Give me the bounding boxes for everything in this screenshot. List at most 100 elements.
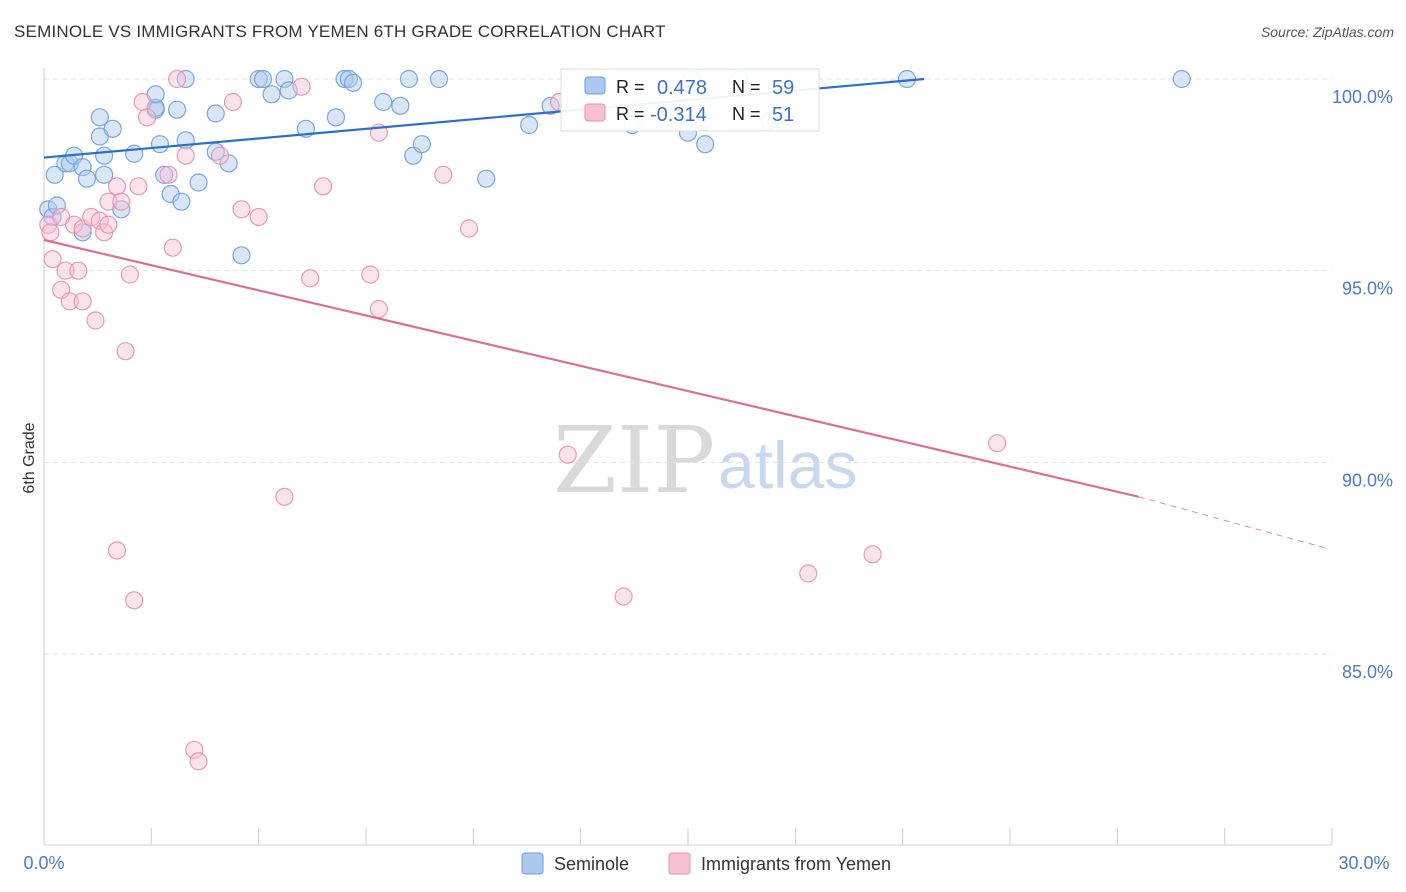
watermark-zip: ZIP (553, 407, 715, 514)
yemen-point (292, 77, 311, 96)
seminole-point (391, 96, 410, 115)
seminole-point (90, 108, 109, 127)
seminole-legend-swatch (521, 852, 544, 875)
yemen-point (86, 311, 105, 330)
seminole-point (696, 135, 715, 154)
seminole-point (1172, 69, 1191, 89)
yemen-point (107, 177, 127, 196)
seminole-n-value: 59 (772, 77, 794, 99)
yemen-point (167, 69, 187, 89)
seminole-point (477, 169, 496, 188)
seminole-point (77, 169, 97, 188)
yemen-point (434, 165, 453, 184)
seminole-point (150, 135, 170, 154)
stats-legend: R = 0.478 N = 59 R = -0.314 N = 51 (560, 68, 820, 132)
watermark-atlas: atlas (718, 428, 857, 502)
x-tick-label-min: 0.0% (23, 853, 64, 873)
yemen-point (313, 177, 333, 196)
seminole-point (95, 165, 114, 184)
seminole-legend-label: Seminole (554, 854, 629, 874)
seminole-point (541, 96, 560, 115)
seminole-point (125, 144, 144, 163)
seminole-point (429, 69, 449, 89)
yemen-point (558, 445, 577, 464)
source-label: Source: ZipAtlas.com (1260, 24, 1394, 40)
seminole-point (189, 173, 208, 192)
yemen-trend-line (43, 238, 1140, 498)
yemen-point (275, 487, 294, 506)
y-tick-label: 85.0% (1342, 662, 1393, 682)
yemen-point (64, 215, 84, 234)
seminole-point (520, 115, 539, 135)
seminole-point (206, 104, 225, 123)
seminole-point (326, 108, 346, 127)
seminole-point (45, 165, 64, 184)
yemen-point (361, 265, 380, 284)
yemen-point (459, 219, 479, 238)
yemen-point (99, 192, 118, 211)
seminole-point (172, 192, 191, 211)
yemen-point (60, 292, 79, 311)
yemen-point (176, 146, 195, 165)
yemen-point (988, 434, 1007, 453)
yemen-point (112, 192, 131, 211)
yemen-point (799, 564, 818, 583)
yemen-points (39, 69, 1007, 771)
yemen-r-label: R = (616, 104, 645, 124)
chart-title: SEMINOLE VS IMMIGRANTS FROM YEMEN 6TH GR… (14, 22, 666, 41)
yemen-point (133, 92, 152, 112)
yemen-n-value: 51 (772, 104, 794, 126)
yemen-point (56, 261, 75, 280)
seminole-point (275, 69, 294, 89)
seminole-r-value: 0.478 (657, 77, 707, 99)
yemen-stat-swatch (584, 103, 606, 122)
series-legend: Seminole Immigrants from Yemen (521, 852, 891, 875)
seminole-point (412, 135, 431, 154)
yemen-r-value: -0.314 (650, 104, 707, 126)
yemen-legend-swatch (668, 852, 691, 875)
seminole-point (344, 73, 363, 92)
seminole-point (249, 69, 268, 89)
yemen-n-label: N = (732, 104, 761, 124)
yemen-point (189, 752, 208, 771)
yemen-point (137, 108, 157, 127)
seminole-point (95, 146, 114, 165)
yemen-point (90, 211, 109, 230)
yemen-point (159, 165, 178, 184)
x-tick-label-max: 30.0% (1338, 853, 1389, 873)
seminole-point (262, 85, 281, 104)
y-tick-label: 100.0% (1332, 87, 1393, 107)
seminole-point (47, 196, 66, 215)
seminole-point (253, 69, 273, 89)
seminole-point (335, 69, 354, 89)
x-axis-ticks (43, 828, 1333, 845)
yemen-point (125, 591, 144, 610)
yemen-point (614, 587, 633, 606)
seminole-point (103, 119, 122, 138)
y-axis-tick-labels: 100.0% 95.0% 90.0% 85.0% (1332, 87, 1393, 682)
yemen-point (210, 146, 230, 165)
yemen-point (129, 177, 148, 196)
yemen-point (99, 215, 118, 234)
yemen-point (69, 261, 88, 280)
y-tick-label: 95.0% (1342, 279, 1393, 299)
yemen-point (82, 207, 101, 227)
yemen-point (116, 342, 135, 361)
seminole-point (399, 69, 419, 89)
yemen-point (73, 292, 92, 311)
seminole-point (73, 158, 92, 177)
yemen-point (41, 223, 60, 242)
seminole-point (232, 246, 251, 265)
yemen-point (43, 250, 62, 269)
seminole-point (167, 100, 187, 119)
yemen-trend-line-extension (1138, 496, 1328, 550)
seminole-point (155, 165, 174, 184)
yemen-point (185, 740, 204, 759)
yemen-point (369, 299, 388, 319)
yemen-point (301, 269, 320, 288)
seminole-stat-swatch (584, 76, 606, 95)
yemen-legend-label: Immigrants from Yemen (701, 854, 891, 874)
yemen-point (107, 541, 127, 560)
seminole-n-label: N = (732, 77, 761, 97)
